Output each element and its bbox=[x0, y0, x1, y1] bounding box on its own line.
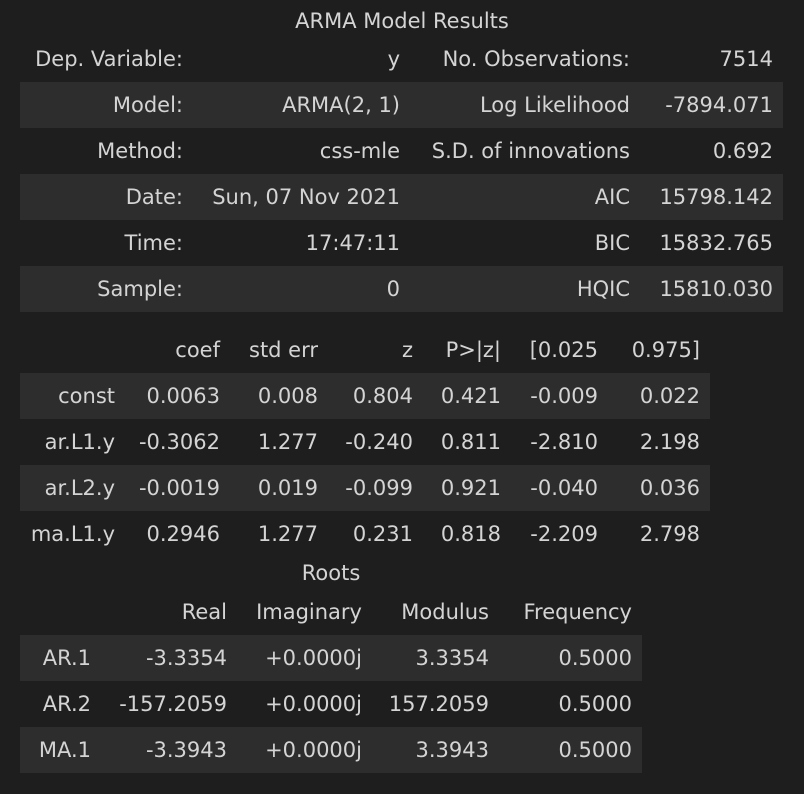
table-row: Date: Sun, 07 Nov 2021 AIC 15798.142 bbox=[20, 174, 783, 220]
summary-value: y bbox=[387, 47, 400, 71]
table-row: Sample: 0 HQIC 15810.030 bbox=[20, 266, 783, 312]
column-header: Imaginary bbox=[256, 600, 362, 624]
table-cell: 3.3943 bbox=[372, 727, 499, 773]
column-header bbox=[20, 327, 125, 373]
table-row: AR.1 -3.3354 +0.0000j 3.3354 0.5000 bbox=[20, 635, 642, 681]
table-cell: 0.036 bbox=[608, 465, 710, 511]
summary-label: Sample: bbox=[20, 266, 193, 312]
table-cell: -0.040 bbox=[511, 465, 608, 511]
table-cell: 1.277 bbox=[257, 522, 318, 546]
table-cell: -3.3943 bbox=[101, 727, 237, 773]
summary-label: Dep. Variable: bbox=[35, 47, 183, 71]
column-header: Modulus bbox=[401, 600, 489, 624]
table-cell: 0.804 bbox=[328, 373, 423, 419]
summary-value: 15798.142 bbox=[640, 174, 783, 220]
summary-value: css-mle bbox=[319, 139, 400, 163]
row-label: MA.1 bbox=[20, 727, 101, 773]
summary-value: Sun, 07 Nov 2021 bbox=[193, 174, 410, 220]
table-cell: 2.798 bbox=[639, 522, 700, 546]
column-header: Real bbox=[181, 600, 227, 624]
table-row: const 0.0063 0.008 0.804 0.421 -0.009 0.… bbox=[20, 373, 710, 419]
table-cell: -0.240 bbox=[345, 430, 413, 454]
table-cell: 0.5000 bbox=[499, 727, 642, 773]
table-cell: 0.421 bbox=[423, 373, 511, 419]
summary-value: 15832.765 bbox=[659, 231, 773, 255]
summary-label: Model: bbox=[20, 82, 193, 128]
table-cell: 0.019 bbox=[230, 465, 328, 511]
table-header-row: coef std err z P>|z| [0.025 0.975] bbox=[20, 327, 710, 373]
table-cell: 0.0063 bbox=[125, 373, 230, 419]
table-row: Time: 17:47:11 BIC 15832.765 bbox=[20, 220, 783, 266]
table-cell: -0.3062 bbox=[138, 430, 220, 454]
column-header: P>|z| bbox=[445, 338, 501, 362]
table-cell: 2.198 bbox=[639, 430, 700, 454]
row-label: ar.L2.y bbox=[20, 465, 125, 511]
table-row: ar.L1.y -0.3062 1.277 -0.240 0.811 -2.81… bbox=[20, 419, 710, 465]
summary-value: ARMA(2, 1) bbox=[193, 82, 410, 128]
model-summary-table: Dep. Variable: y No. Observations: 7514 … bbox=[20, 36, 783, 312]
summary-label: Method: bbox=[97, 139, 183, 163]
summary-label: Date: bbox=[20, 174, 193, 220]
table-cell: 0.2946 bbox=[146, 522, 220, 546]
table-row: Method: css-mle S.D. of innovations 0.69… bbox=[20, 128, 783, 174]
table-cell: -157.2059 bbox=[119, 692, 227, 716]
table-cell: 0.008 bbox=[230, 373, 328, 419]
summary-value: 17:47:11 bbox=[305, 231, 400, 255]
row-label: AR.1 bbox=[20, 635, 101, 681]
summary-value: 7514 bbox=[719, 47, 773, 71]
summary-label: Time: bbox=[124, 231, 183, 255]
table-cell: 0.818 bbox=[440, 522, 501, 546]
summary-label: AIC bbox=[410, 174, 640, 220]
table-cell: -3.3354 bbox=[101, 635, 237, 681]
row-label: const bbox=[20, 373, 125, 419]
table-cell: 0.921 bbox=[423, 465, 511, 511]
table-cell: -0.0019 bbox=[125, 465, 230, 511]
table-header-row: Real Imaginary Modulus Frequency bbox=[20, 589, 642, 635]
row-label: ar.L1.y bbox=[44, 430, 115, 454]
column-header: [0.025 bbox=[529, 338, 598, 362]
table-cell: +0.0000j bbox=[237, 635, 372, 681]
summary-value: -7894.071 bbox=[640, 82, 783, 128]
table-cell: 0.811 bbox=[440, 430, 501, 454]
summary-title: ARMA Model Results bbox=[295, 9, 509, 33]
coefficients-table: coef std err z P>|z| [0.025 0.975] const… bbox=[20, 327, 710, 557]
table-cell: +0.0000j bbox=[237, 727, 372, 773]
table-row: AR.2 -157.2059 +0.0000j 157.2059 0.5000 bbox=[20, 681, 642, 727]
table-cell: 0.5000 bbox=[499, 635, 642, 681]
column-header: std err bbox=[249, 338, 318, 362]
summary-value: 0.692 bbox=[712, 139, 773, 163]
summary-label: S.D. of innovations bbox=[431, 139, 630, 163]
table-cell: 0.022 bbox=[608, 373, 710, 419]
table-cell: +0.0000j bbox=[265, 692, 362, 716]
table-row: ar.L2.y -0.0019 0.019 -0.099 0.921 -0.04… bbox=[20, 465, 710, 511]
summary-label: BIC bbox=[594, 231, 630, 255]
column-header: Frequency bbox=[523, 600, 633, 624]
column-header: 0.975] bbox=[631, 338, 700, 362]
table-cell: -0.009 bbox=[511, 373, 608, 419]
column-header bbox=[20, 589, 101, 635]
summary-label: No. Observations: bbox=[442, 47, 630, 71]
row-label: ma.L1.y bbox=[30, 522, 115, 546]
roots-title: Roots bbox=[301, 561, 361, 585]
table-row: ma.L1.y 0.2946 1.277 0.231 0.818 -2.209 … bbox=[20, 511, 710, 557]
column-header: z bbox=[401, 338, 413, 362]
table-cell: 157.2059 bbox=[388, 692, 489, 716]
table-cell: 1.277 bbox=[257, 430, 318, 454]
row-label: AR.2 bbox=[42, 692, 91, 716]
column-header: coef bbox=[175, 338, 220, 362]
summary-label: HQIC bbox=[410, 266, 640, 312]
roots-table: Real Imaginary Modulus Frequency AR.1 -3… bbox=[20, 589, 642, 773]
table-cell: 3.3354 bbox=[372, 635, 499, 681]
table-cell: 0.5000 bbox=[558, 692, 632, 716]
table-row: Model: ARMA(2, 1) Log Likelihood -7894.0… bbox=[20, 82, 783, 128]
table-cell: -2.209 bbox=[530, 522, 598, 546]
summary-label: Log Likelihood bbox=[410, 82, 640, 128]
table-cell: -0.099 bbox=[328, 465, 423, 511]
table-row: MA.1 -3.3943 +0.0000j 3.3943 0.5000 bbox=[20, 727, 642, 773]
summary-value: 0 bbox=[193, 266, 410, 312]
summary-value: 15810.030 bbox=[640, 266, 783, 312]
table-cell: -2.810 bbox=[530, 430, 598, 454]
table-cell: 0.231 bbox=[352, 522, 413, 546]
table-row: Dep. Variable: y No. Observations: 7514 bbox=[20, 36, 783, 82]
